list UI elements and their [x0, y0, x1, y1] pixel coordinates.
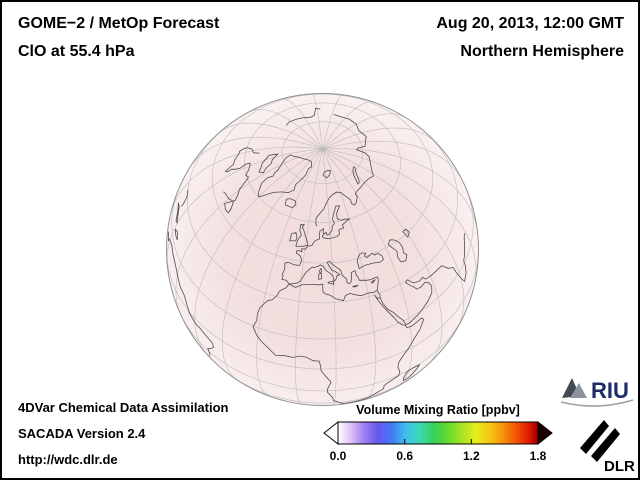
dlr-logo-text: DLR	[604, 458, 635, 474]
dlr-logo-wing-1	[580, 420, 609, 454]
colorbar-gradient-bar	[337, 421, 539, 445]
credit-line-2: SACADA Version 2.4	[18, 426, 146, 441]
figure-title: GOME−2 / MetOp Forecast	[18, 15, 220, 32]
colorbar	[323, 420, 553, 446]
credit-line-1: 4DVar Chemical Data Assimilation	[18, 400, 229, 415]
colorbar-tick-label-0: 0.0	[329, 449, 347, 463]
coastlines	[167, 107, 467, 404]
colorbar-tick-label-2: 1.2	[462, 449, 480, 463]
dlr-logo-wing-2	[591, 428, 620, 462]
dlr-logo: DLR	[580, 420, 635, 474]
globe-limb	[166, 93, 479, 406]
colorbar-underflow-arrow	[323, 420, 339, 446]
colorbar-overflow-arrow	[537, 420, 553, 446]
figure-datetime: Aug 20, 2013, 12:00 GMT	[436, 15, 624, 32]
figure-pressure-level: ClO at 55.4 hPa	[18, 43, 135, 60]
globe-disc	[166, 93, 479, 406]
credit-url: http://wdc.dlr.de	[18, 452, 118, 467]
colorbar-ticks	[337, 439, 539, 444]
riu-logo: RIU	[560, 378, 634, 407]
riu-logo-text: RIU	[591, 378, 629, 403]
colorbar-tick-label-1: 0.6	[396, 449, 414, 463]
colorbar-tick-label-3: 1.8	[529, 449, 547, 463]
riu-logo-swoosh	[560, 399, 634, 407]
colorbar-title: Volume Mixing Ratio [ppbv]	[356, 403, 520, 417]
graticule	[166, 93, 479, 406]
riu-logo-mountain-light	[570, 383, 587, 398]
figure-hemisphere: Northern Hemisphere	[460, 43, 624, 60]
